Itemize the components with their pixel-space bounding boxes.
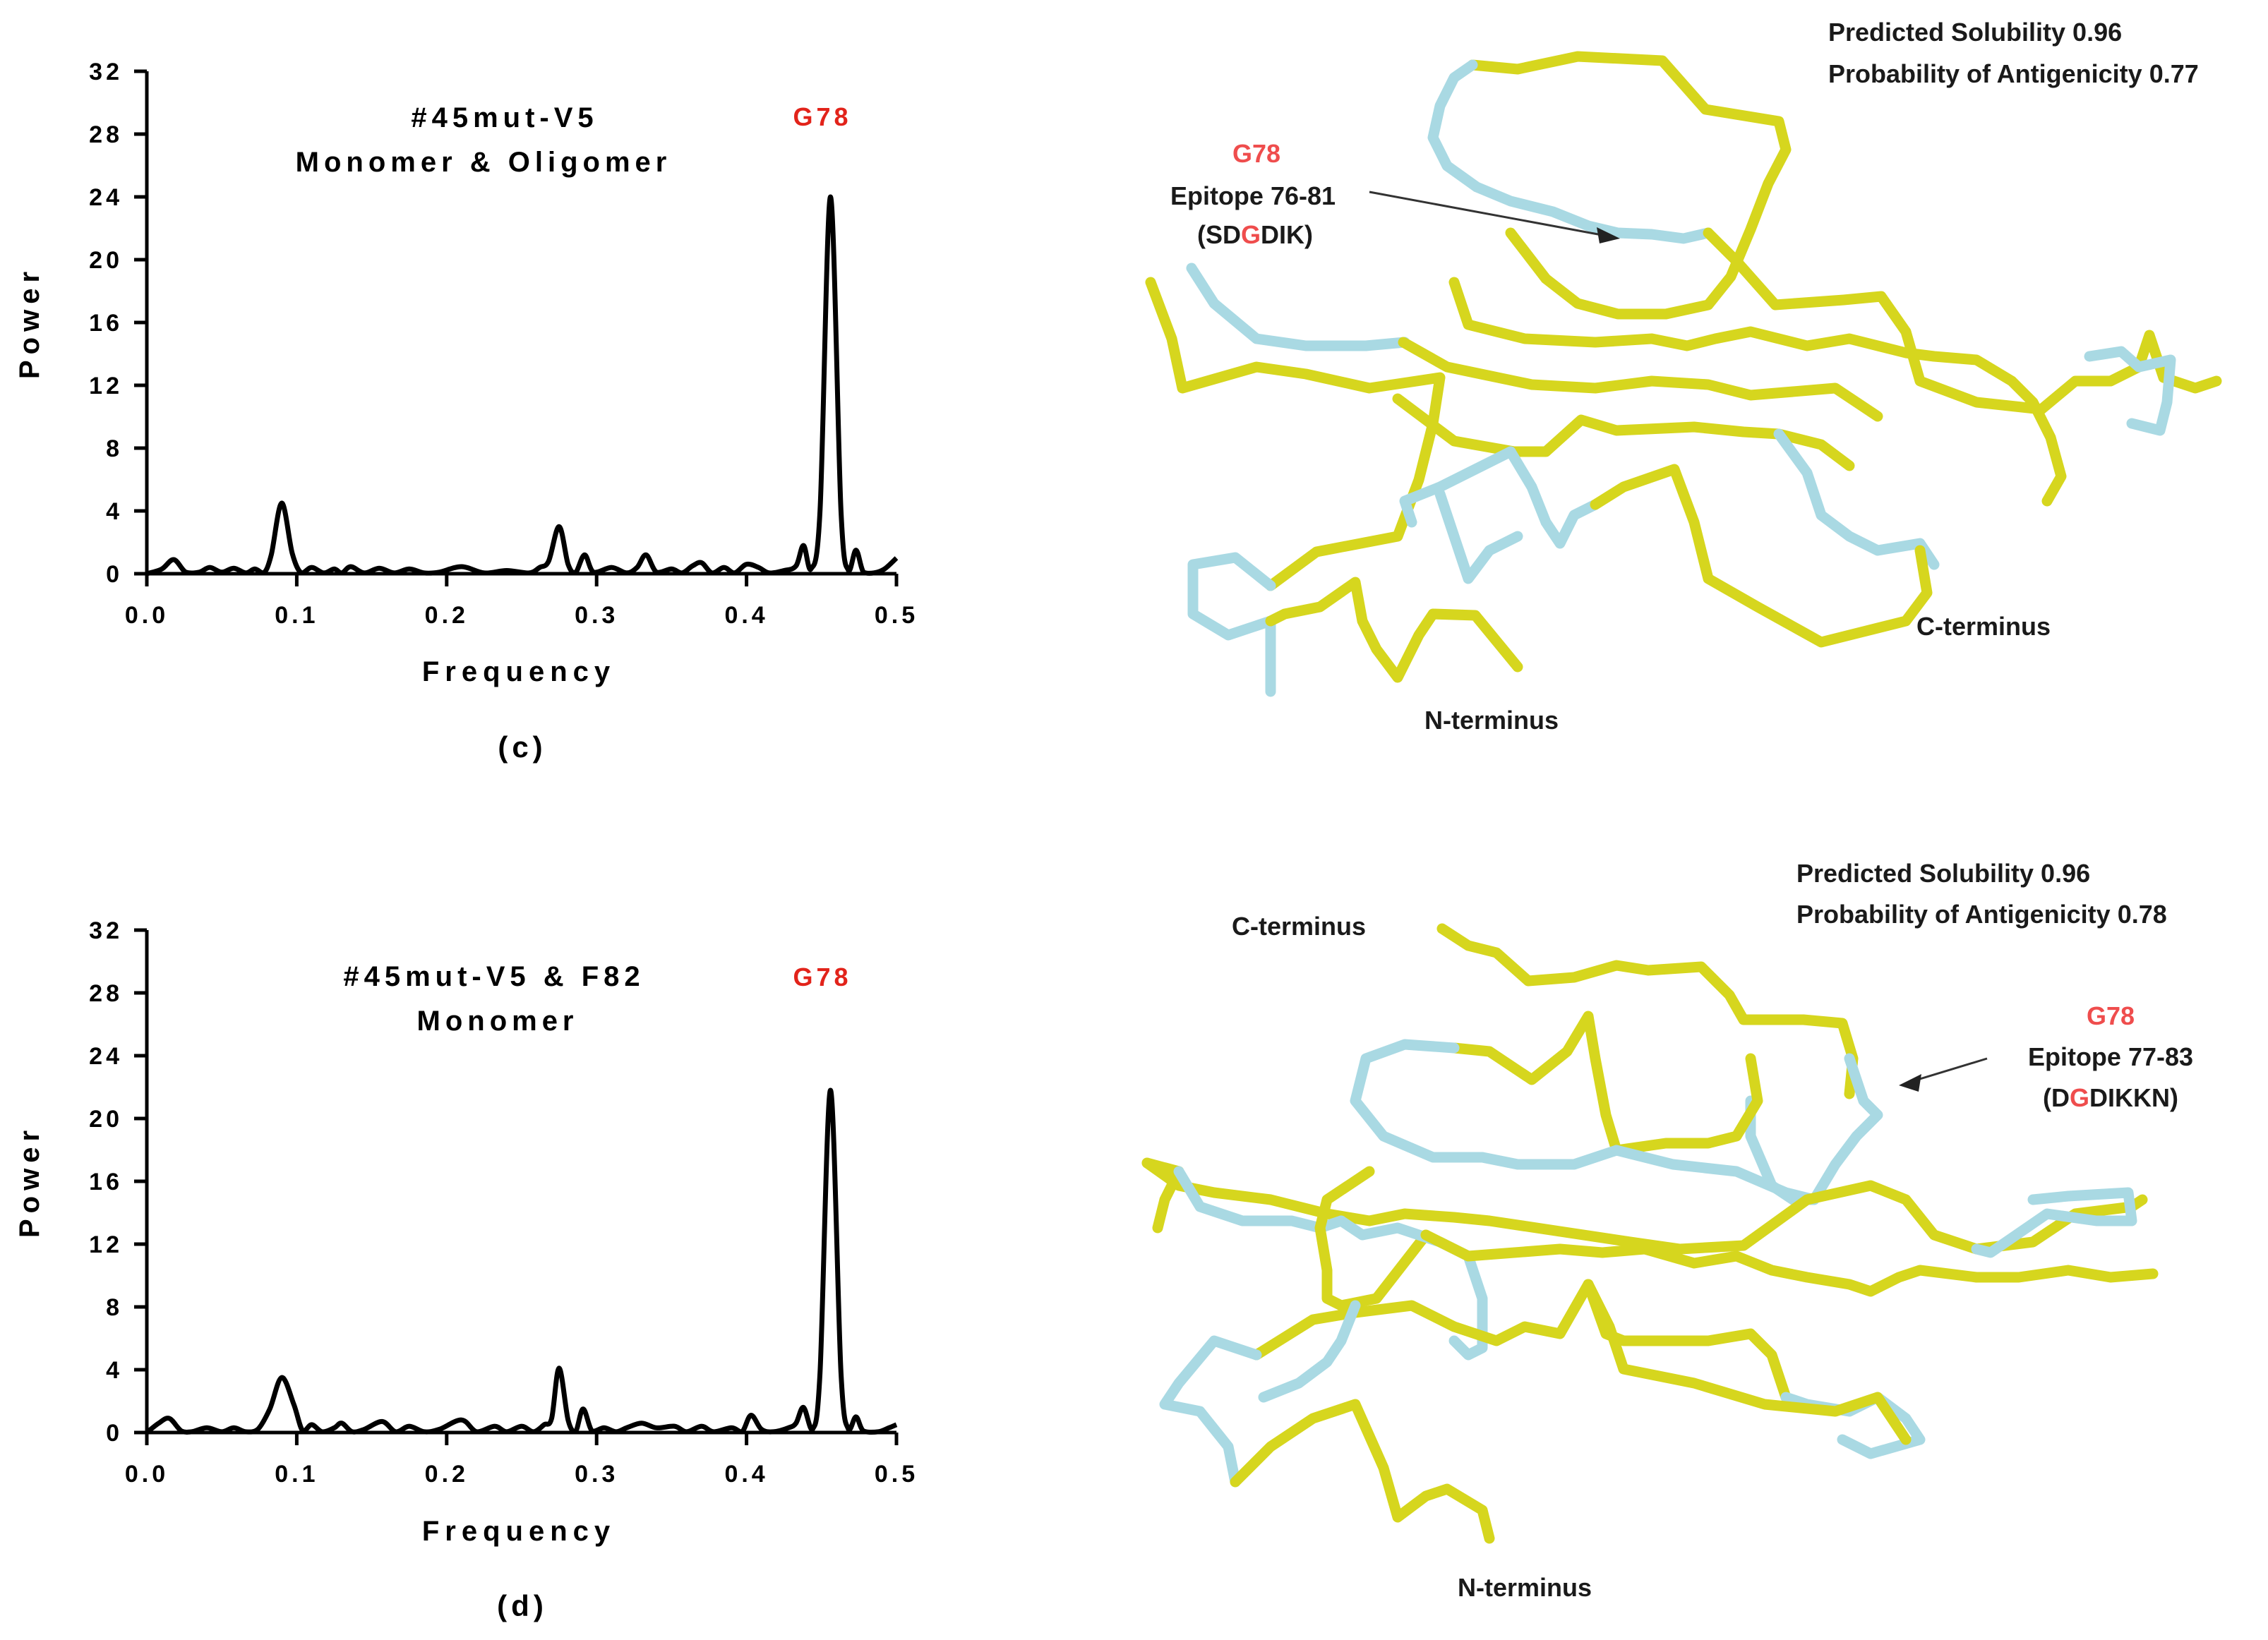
x-axis: 0.0 0.1 0.2 0.3 0.4 0.5 xyxy=(125,1430,918,1488)
protein-structure-c: Predicted Solubility 0.96 Probability of… xyxy=(1145,18,2222,735)
y-axis: 0 4 8 12 16 20 24 28 32 xyxy=(89,917,149,1447)
highlight-residue-label: G78 xyxy=(793,963,851,991)
y-tick-label: 28 xyxy=(89,121,123,148)
y-ticks: 0 4 8 12 16 20 24 28 32 xyxy=(89,917,147,1447)
x-axis: 0.0 0.1 0.2 0.3 0.4 0.5 xyxy=(125,572,918,629)
panel-label: (c) xyxy=(498,730,546,764)
chart-title-line-1: #45mut-V5 xyxy=(411,102,598,133)
c-terminus-label: C-terminus xyxy=(1232,912,1366,941)
c-terminus-label: C-terminus xyxy=(1916,612,2051,641)
x-tick-label: 0.3 xyxy=(575,1461,618,1488)
n-terminus-label: N-terminus xyxy=(1458,1573,1592,1602)
y-tick-label: 24 xyxy=(89,184,123,211)
y-axis-title: Power xyxy=(14,266,45,379)
power-spectrum-line xyxy=(145,1087,898,1435)
y-tick-label: 32 xyxy=(89,59,123,85)
epitope-pointer xyxy=(1369,191,1610,238)
arrowhead-icon xyxy=(1597,227,1620,243)
x-ticks: 0.0 0.1 0.2 0.3 0.4 0.5 xyxy=(125,574,918,629)
highlight-residue-label: G78 xyxy=(793,102,851,131)
y-tick-label: 8 xyxy=(106,435,123,462)
chart-title-line-1: #45mut-V5 & F82 xyxy=(343,961,644,992)
x-axis-title: Frequency xyxy=(422,656,616,687)
chart-title-line-2: Monomer xyxy=(417,1006,579,1037)
y-tick-label: 16 xyxy=(89,1169,123,1195)
chart-title-line-2: Monomer & Oligomer xyxy=(296,147,672,178)
y-tick-label: 24 xyxy=(89,1043,123,1070)
x-tick-label: 0.3 xyxy=(575,602,618,629)
epitope-sequence: (SDGDIK) xyxy=(1197,220,1313,249)
x-tick-label: 0.5 xyxy=(875,1461,918,1488)
x-axis-title: Frequency xyxy=(422,1516,616,1547)
y-tick-label: 12 xyxy=(89,1231,123,1258)
power-spectrum-chart-c: 0 4 8 12 16 20 24 28 32 0.0 0.1 0.2 0.3 0.4 0.5 Power… xyxy=(14,59,918,764)
x-tick-label: 0.1 xyxy=(275,1461,318,1488)
y-axis-title: Power xyxy=(14,1125,45,1238)
y-tick-label: 12 xyxy=(89,373,123,399)
y-axis: 0 4 8 12 16 20 24 28 32 xyxy=(89,59,149,588)
power-spectrum-line xyxy=(145,194,899,577)
y-tick-label: 0 xyxy=(106,561,123,588)
x-tick-label: 0.2 xyxy=(425,1461,469,1488)
x-tick-label: 0.5 xyxy=(875,602,918,629)
y-tick-label: 16 xyxy=(89,310,123,337)
x-tick-label: 0.1 xyxy=(275,602,318,629)
predicted-solubility: Predicted Solubility 0.96 xyxy=(1796,859,2090,888)
residue-label: G78 xyxy=(2087,1001,2135,1030)
y-ticks: 0 4 8 12 16 20 24 28 32 xyxy=(89,59,147,588)
y-tick-label: 4 xyxy=(106,1357,123,1384)
y-tick-label: 0 xyxy=(106,1420,123,1447)
x-tick-label: 0.0 xyxy=(125,602,169,629)
y-tick-label: 28 xyxy=(89,980,123,1007)
protein-structure-d: Predicted Solubility 0.96 Probability of… xyxy=(1141,859,2193,1602)
y-tick-label: 4 xyxy=(106,498,123,525)
epitope-sequence: (DGDIKKN) xyxy=(2043,1083,2178,1112)
y-tick-label: 8 xyxy=(106,1294,123,1321)
power-spectrum-chart-d: 0 4 8 12 16 20 24 28 32 0.0 0.1 0.2 0.3 0.4 0.5 Power… xyxy=(14,917,918,1622)
backbone-ribbon xyxy=(1145,51,2222,697)
panel-label: (d) xyxy=(497,1589,548,1622)
x-tick-label: 0.4 xyxy=(724,1461,768,1488)
y-tick-label: 32 xyxy=(89,917,123,944)
n-terminus-label: N-terminus xyxy=(1424,706,1559,735)
backbone-ribbon xyxy=(1141,923,2159,1544)
antigenicity-probability: Probability of Antigenicity 0.78 xyxy=(1796,900,2167,929)
x-tick-label: 0.0 xyxy=(125,1461,169,1488)
epitope-range: Epitope 77-83 xyxy=(2028,1042,2193,1071)
y-tick-label: 20 xyxy=(89,247,123,274)
residue-label: G78 xyxy=(1232,139,1280,168)
x-ticks: 0.0 0.1 0.2 0.3 0.4 0.5 xyxy=(125,1433,918,1488)
epitope-range: Epitope 76-81 xyxy=(1170,181,1336,210)
x-tick-label: 0.2 xyxy=(425,602,469,629)
predicted-solubility: Predicted Solubility 0.96 xyxy=(1828,18,2122,47)
x-tick-label: 0.4 xyxy=(724,602,768,629)
arrowhead-icon xyxy=(1899,1074,1921,1092)
y-tick-label: 20 xyxy=(89,1106,123,1133)
antigenicity-probability: Probability of Antigenicity 0.77 xyxy=(1828,59,2199,88)
